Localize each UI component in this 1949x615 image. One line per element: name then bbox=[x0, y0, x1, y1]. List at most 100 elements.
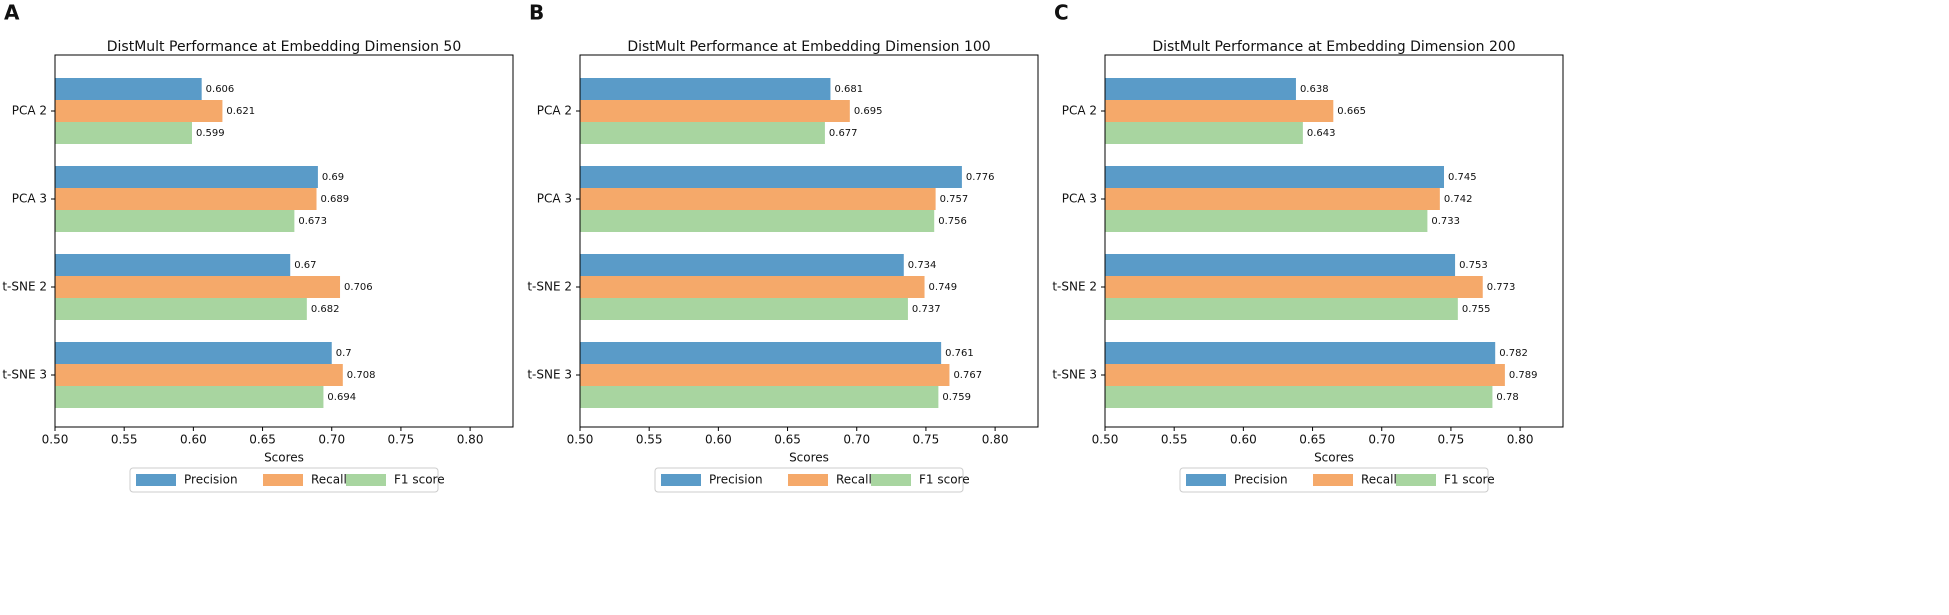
bar bbox=[55, 342, 332, 364]
value-label: 0.689 bbox=[321, 194, 350, 205]
x-tick-label: 0.60 bbox=[705, 433, 732, 447]
bar bbox=[1105, 166, 1445, 188]
x-tick-label: 0.55 bbox=[636, 433, 663, 447]
x-axis-label: Scores bbox=[1314, 451, 1354, 465]
bar bbox=[1105, 100, 1334, 122]
bar bbox=[580, 364, 950, 386]
x-tick-label: 0.80 bbox=[457, 433, 484, 447]
value-label: 0.745 bbox=[1448, 172, 1477, 183]
bar bbox=[1105, 364, 1505, 386]
bar bbox=[55, 210, 295, 232]
value-label: 0.638 bbox=[1300, 84, 1329, 95]
bar bbox=[55, 298, 307, 320]
legend-label: F1 score bbox=[919, 473, 970, 487]
x-tick-label: 0.50 bbox=[567, 433, 594, 447]
x-tick-label: 0.75 bbox=[1438, 433, 1465, 447]
y-tick-label: PCA 2 bbox=[537, 104, 572, 118]
x-tick-label: 0.50 bbox=[42, 433, 69, 447]
x-tick-label: 0.80 bbox=[1507, 433, 1534, 447]
x-tick-label: 0.65 bbox=[249, 433, 276, 447]
bar bbox=[55, 122, 192, 144]
bar bbox=[1105, 342, 1496, 364]
legend-label: Precision bbox=[709, 473, 763, 487]
x-tick-label: 0.75 bbox=[388, 433, 415, 447]
bar bbox=[580, 342, 942, 364]
legend-swatch bbox=[871, 474, 911, 486]
plot-frame bbox=[579, 54, 1039, 428]
x-tick-label: 0.55 bbox=[111, 433, 138, 447]
value-label: 0.78 bbox=[1496, 392, 1518, 403]
bar bbox=[580, 78, 831, 100]
y-tick-label: t-SNE 3 bbox=[2, 368, 47, 382]
bar bbox=[55, 364, 343, 386]
y-tick-label: PCA 2 bbox=[1062, 104, 1097, 118]
value-label: 0.782 bbox=[1499, 348, 1528, 359]
y-tick-label: t-SNE 3 bbox=[1052, 368, 1097, 382]
x-tick-label: 0.65 bbox=[1299, 433, 1326, 447]
chart-title: DistMult Performance at Embedding Dimens… bbox=[1152, 39, 1515, 55]
x-tick-label: 0.50 bbox=[1092, 433, 1119, 447]
value-label: 0.67 bbox=[294, 260, 316, 271]
x-tick-label: 0.80 bbox=[982, 433, 1009, 447]
bar bbox=[1105, 78, 1296, 100]
legend-label: Recall bbox=[311, 473, 347, 487]
y-tick-label: t-SNE 2 bbox=[1052, 280, 1097, 294]
y-tick-label: PCA 3 bbox=[537, 192, 572, 206]
legend-label: Recall bbox=[1361, 473, 1397, 487]
y-tick-label: t-SNE 2 bbox=[527, 280, 572, 294]
legend-swatch bbox=[788, 474, 828, 486]
legend-label: F1 score bbox=[394, 473, 445, 487]
value-label: 0.789 bbox=[1509, 370, 1538, 381]
bar bbox=[580, 100, 850, 122]
x-tick-label: 0.60 bbox=[180, 433, 207, 447]
chart-title: DistMult Performance at Embedding Dimens… bbox=[627, 39, 990, 55]
legend-label: Recall bbox=[836, 473, 872, 487]
legend-swatch bbox=[136, 474, 176, 486]
value-label: 0.773 bbox=[1487, 282, 1516, 293]
panel-label: C bbox=[1054, 1, 1069, 25]
value-label: 0.761 bbox=[945, 348, 974, 359]
x-tick-label: 0.70 bbox=[318, 433, 345, 447]
bar bbox=[1105, 254, 1456, 276]
bar bbox=[55, 78, 202, 100]
value-label: 0.643 bbox=[1307, 128, 1336, 139]
x-axis-label: Scores bbox=[789, 451, 829, 465]
y-tick-label: PCA 2 bbox=[12, 104, 47, 118]
value-label: 0.621 bbox=[226, 106, 255, 117]
bar bbox=[1105, 122, 1303, 144]
value-label: 0.749 bbox=[929, 282, 958, 293]
value-label: 0.734 bbox=[908, 260, 937, 271]
value-label: 0.665 bbox=[1337, 106, 1366, 117]
bar bbox=[580, 166, 962, 188]
value-label: 0.695 bbox=[854, 106, 883, 117]
bar bbox=[1105, 298, 1458, 320]
panel-label: B bbox=[529, 1, 544, 25]
legend-swatch bbox=[1396, 474, 1436, 486]
value-label: 0.682 bbox=[311, 304, 340, 315]
bar bbox=[580, 298, 908, 320]
bar bbox=[580, 188, 936, 210]
bar bbox=[580, 254, 904, 276]
legend-label: Precision bbox=[1234, 473, 1288, 487]
bar bbox=[580, 210, 935, 232]
panel-label: A bbox=[4, 1, 20, 25]
bar bbox=[55, 188, 317, 210]
value-label: 0.755 bbox=[1462, 304, 1491, 315]
x-tick-label: 0.70 bbox=[843, 433, 870, 447]
bar bbox=[1105, 188, 1440, 210]
value-label: 0.69 bbox=[322, 172, 344, 183]
value-label: 0.673 bbox=[298, 216, 327, 227]
value-label: 0.7 bbox=[336, 348, 352, 359]
x-tick-label: 0.55 bbox=[1161, 433, 1188, 447]
value-label: 0.742 bbox=[1444, 194, 1473, 205]
value-label: 0.708 bbox=[347, 370, 376, 381]
y-tick-label: t-SNE 2 bbox=[2, 280, 47, 294]
chart-title: DistMult Performance at Embedding Dimens… bbox=[107, 39, 461, 55]
value-label: 0.767 bbox=[953, 370, 982, 381]
x-axis-label: Scores bbox=[264, 451, 304, 465]
legend-swatch bbox=[346, 474, 386, 486]
value-label: 0.694 bbox=[327, 392, 356, 403]
value-label: 0.733 bbox=[1431, 216, 1460, 227]
